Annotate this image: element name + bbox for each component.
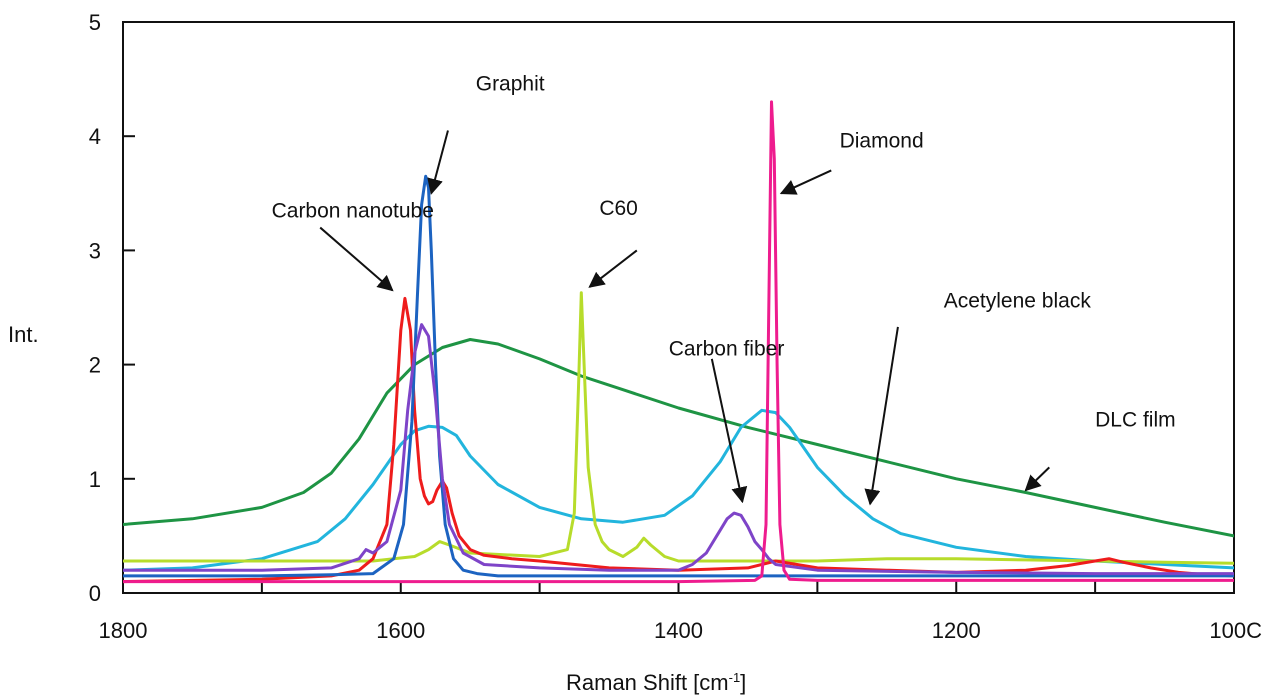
x-axis: 1800 1600 1400 1200 100C [99,581,1262,643]
annotation-label: Graphit [476,73,545,96]
annotation-arrow [710,358,748,504]
y-tick-label: 3 [89,238,101,263]
series-line-graphit [123,174,1234,578]
annotation-arrow [1024,466,1050,492]
annotation-label: Acetylene black [944,290,1092,313]
y-tick-label: 4 [89,124,101,149]
x-tick-label: 1800 [99,618,148,643]
series-line-diamond [123,100,1234,584]
x-tick-label: 100C [1209,618,1262,643]
x-tick-label: 1200 [932,618,981,643]
x-axis-title-main: Raman Shift [cm [566,670,729,695]
series-lines [123,100,1234,584]
x-axis-title: Raman Shift [cm-1] [566,670,746,695]
y-tick-label: 5 [89,10,101,35]
series-line-dlc-film [123,338,1234,538]
x-axis-title-end: ] [740,670,746,695]
y-tick-label: 1 [89,467,101,492]
annotation-label: C60 [599,197,638,220]
annotation-arrow [427,130,449,195]
y-axis-title: Int. [8,322,39,347]
x-tick-label: 1600 [376,618,425,643]
annotation-label: Carbon fiber [669,337,785,360]
annotation-arrow [319,226,394,292]
annotation-arrow [779,169,832,195]
y-tick-label: 0 [89,581,101,606]
annotations: Graphit Diamond Carbon nanotube C60 Carbon f… [272,73,1176,506]
annotation-label: DLC film [1095,408,1176,431]
y-axis: 0 1 2 3 4 5 [89,10,135,606]
x-tick-label: 1400 [654,618,703,643]
series-line-acetylene-black [123,408,1234,572]
annotation-arrow [864,326,899,506]
annotation-label: Diamond [840,130,924,153]
series-line-carbon-fiber [123,323,1234,576]
annotation-arrow [588,249,638,288]
annotation-label: Carbon nanotube [272,199,434,222]
x-axis-title-sup: -1 [729,670,741,685]
series-line-carbon-nanotube [123,296,1234,584]
series-line-c60 [123,291,1234,565]
y-tick-label: 2 [89,353,101,378]
